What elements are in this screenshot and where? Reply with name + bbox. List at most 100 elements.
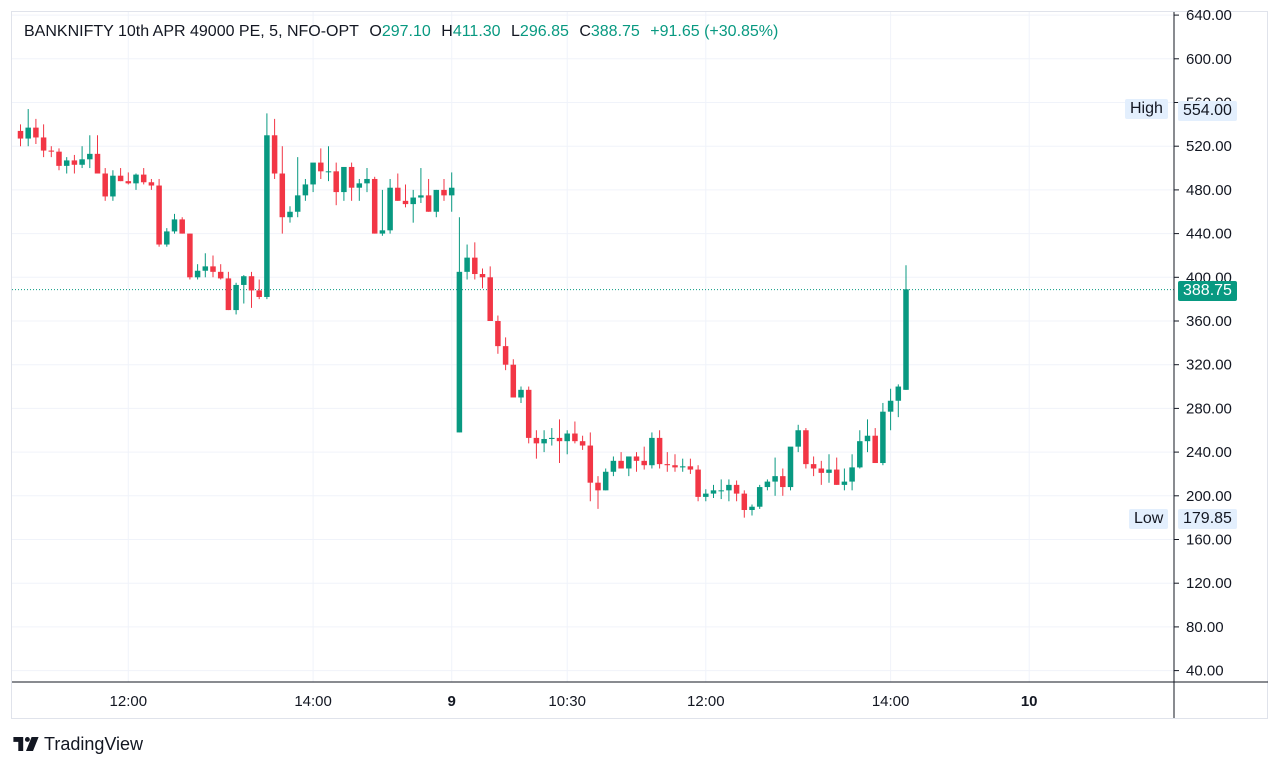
y-tick-label: 200.00: [1186, 488, 1232, 505]
brand-name: TradingView: [44, 733, 144, 754]
candle-down: [579, 441, 586, 446]
candle-up: [864, 435, 871, 442]
candle-down: [371, 178, 378, 234]
candle-up: [387, 187, 393, 231]
candle-up: [880, 411, 886, 464]
candle-down: [33, 127, 39, 138]
candle-down: [587, 445, 594, 483]
candle-down: [425, 195, 432, 212]
candle-up: [110, 175, 116, 197]
candle-up: [418, 195, 424, 198]
candle-down: [818, 468, 825, 473]
candle-up: [433, 189, 440, 212]
candle-down: [125, 181, 132, 184]
plot-area: [12, 109, 1174, 518]
candle-down: [618, 460, 624, 469]
high-value: 411.30: [452, 23, 501, 40]
candle-down: [833, 469, 840, 485]
candle-up: [795, 430, 801, 447]
candle-up: [233, 284, 239, 311]
candle-down: [810, 464, 817, 469]
candle-down: [502, 346, 509, 365]
candle-up: [826, 469, 832, 473]
y-tick-label: 440.00: [1186, 226, 1232, 243]
candle-up: [364, 178, 370, 184]
candle-down: [395, 187, 401, 201]
high-marker-value: 554.00: [1178, 101, 1237, 121]
x-tick-label: 12:00: [110, 693, 148, 710]
open-value: 297.10: [381, 23, 431, 40]
candle-up: [787, 446, 794, 488]
candle-down: [741, 493, 748, 511]
candle-down: [595, 482, 601, 491]
candle-down: [271, 135, 278, 174]
candle-up: [703, 493, 709, 497]
y-tick-label: 480.00: [1186, 182, 1232, 199]
candle-up: [241, 276, 247, 285]
candle-up: [726, 484, 732, 491]
axes: 40.00 80.00 120.00 160.00 200.00 240.00 280.00…: [12, 7, 1268, 718]
candle-down: [17, 130, 24, 139]
candle-up: [325, 171, 332, 173]
y-tick-label: 600.00: [1186, 51, 1232, 68]
candle-down: [48, 150, 55, 152]
open-label: O: [369, 23, 382, 40]
candle-up: [849, 467, 855, 482]
x-tick-label: 12:00: [687, 693, 725, 710]
candle-down: [348, 166, 355, 188]
candle-down: [217, 271, 224, 279]
candle-up: [448, 187, 455, 196]
candle-up: [171, 219, 178, 232]
candle-down: [633, 456, 640, 461]
candle-up: [841, 481, 848, 485]
candle-up: [194, 270, 201, 278]
low-value: 296.85: [519, 23, 569, 40]
x-tick-label: 14:00: [872, 693, 910, 710]
y-tick-label: 520.00: [1186, 138, 1232, 155]
candle-down: [56, 151, 62, 166]
candle-down: [140, 174, 147, 183]
candle-up: [610, 460, 617, 472]
candle-up: [63, 160, 70, 166]
candle-up: [341, 166, 347, 193]
candle-up: [756, 487, 763, 507]
candle-up: [649, 437, 655, 466]
y-tick-label: 360.00: [1186, 313, 1232, 330]
tradingview-logo[interactable]: TradingView: [13, 733, 143, 755]
high-label: H: [441, 23, 453, 40]
close-label: C: [579, 23, 591, 40]
candle-up: [564, 433, 570, 442]
candle-up: [903, 289, 909, 390]
candle-down: [256, 290, 262, 297]
low-marker-value: 179.85: [1178, 509, 1237, 529]
candle-down: [487, 277, 493, 321]
candle-down: [333, 171, 339, 193]
candle-down: [248, 276, 255, 291]
candle-down: [733, 484, 740, 494]
y-tick-label: 120.00: [1186, 575, 1232, 592]
x-tick-label: 9: [448, 693, 456, 710]
candle-down: [279, 173, 286, 218]
y-tick-label: 320.00: [1186, 357, 1232, 374]
close-value: 388.75: [590, 23, 640, 40]
chart-frame[interactable]: [11, 11, 1268, 719]
candle-up: [302, 184, 309, 196]
candle-down: [525, 389, 532, 438]
candle-up: [895, 386, 902, 401]
candle-up: [164, 231, 170, 245]
candle-down: [695, 469, 701, 497]
candle-up: [749, 506, 755, 511]
candle-down: [672, 465, 678, 468]
low-label: L: [511, 23, 520, 40]
candle-down: [187, 233, 193, 278]
candle-down: [441, 189, 447, 196]
candle-down: [780, 476, 786, 488]
candle-up: [772, 476, 778, 482]
x-tick-label: 10: [1021, 693, 1038, 710]
candle-up: [310, 162, 316, 185]
candle-up: [679, 466, 686, 468]
candle-down: [94, 153, 101, 174]
candle-down: [533, 437, 540, 444]
candle-up: [379, 230, 386, 234]
